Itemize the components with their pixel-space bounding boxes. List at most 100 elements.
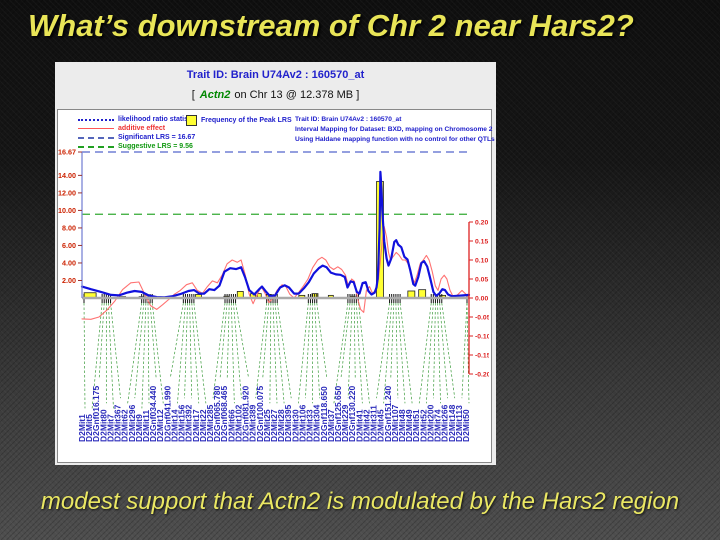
svg-text:D2Gnf081.920: D2Gnf081.920	[241, 386, 251, 442]
svg-text:0.00: 0.00	[475, 295, 488, 302]
marker-labels: D2Mit1D2Mit5D2Gnf016.175D2Mit80D2Mit7D2M…	[77, 294, 471, 442]
significant-line-swatch	[78, 136, 114, 139]
svg-text:D2Mit12: D2Mit12	[155, 409, 165, 442]
subtitle-bracket-open: [	[191, 89, 195, 101]
legend-label-significant: Significant LRS = 16.67	[118, 134, 196, 141]
svg-text:D2Mit7: D2Mit7	[105, 414, 115, 442]
svg-text:8.00: 8.00	[62, 223, 76, 232]
svg-text:D2Mit14: D2Mit14	[169, 409, 179, 442]
svg-text:D2Mit304: D2Mit304	[312, 404, 322, 442]
svg-text:0.20: 0.20	[475, 219, 488, 226]
legend-item-additive: additive effect	[78, 124, 196, 133]
svg-text:D2Mit28: D2Mit28	[276, 409, 286, 442]
svg-text:D2Mit17: D2Mit17	[191, 409, 201, 442]
gene-location-text: on Chr 13 @ 12.378 MB ]	[234, 89, 360, 101]
svg-text:6.00: 6.00	[62, 241, 76, 250]
legend-item-significant: Significant LRS = 16.67	[78, 133, 196, 142]
additive-effect-curve	[81, 226, 470, 320]
svg-text:D2Mit113: D2Mit113	[454, 405, 464, 442]
svg-text:-0.10: -0.10	[475, 333, 489, 340]
svg-text:D2Mit1: D2Mit1	[77, 414, 87, 442]
svg-text:D2Mit389: D2Mit389	[248, 404, 258, 442]
svg-text:D2Mit200: D2Mit200	[425, 404, 435, 442]
svg-text:D2Mit148: D2Mit148	[447, 404, 457, 442]
svg-text:12.00: 12.00	[58, 188, 76, 197]
additive-line-swatch	[78, 128, 114, 129]
svg-text:D2Gnf118.650: D2Gnf118.650	[319, 386, 329, 442]
svg-text:-0.05: -0.05	[475, 314, 489, 321]
svg-text:0.15: 0.15	[475, 238, 488, 245]
svg-text:D2Mit5: D2Mit5	[84, 414, 94, 442]
svg-text:D2Mit392: D2Mit392	[184, 404, 194, 442]
slide-caption: modest support that Actn2 is modulated b…	[40, 488, 680, 515]
svg-text:D2Mit51: D2Mit51	[411, 409, 421, 442]
svg-text:0.05: 0.05	[475, 276, 488, 283]
svg-text:D2Gnf065.780: D2Gnf065.780	[212, 386, 222, 442]
info-line-dataset: Interval Mapping for Dataset: BXD, mappi…	[295, 126, 493, 133]
svg-text:D2Gnf100.075: D2Gnf100.075	[255, 386, 265, 442]
svg-text:D2Mit311: D2Mit311	[369, 405, 379, 442]
svg-text:D2Mit74: D2Mit74	[433, 409, 443, 442]
gene-name: Actn2	[199, 89, 231, 101]
frequency-swatch-icon	[186, 115, 197, 126]
svg-text:D2Mit80: D2Mit80	[98, 409, 108, 442]
threshold-lines	[82, 151, 469, 215]
gene-location-subtitle: [ Actn2 on Chr 13 @ 12.378 MB ]	[55, 89, 496, 101]
mapping-info-block: Trait ID: Brain U74Av2 : 160570_at Inter…	[295, 115, 495, 145]
svg-text:D2Mit50: D2Mit50	[461, 409, 471, 442]
svg-text:D2Mit41: D2Mit41	[354, 409, 364, 442]
slide-title: What’s downstream of Chr 2 near Hars2?	[28, 8, 634, 43]
svg-text:2.00: 2.00	[62, 276, 76, 285]
svg-text:D2Mit45: D2Mit45	[376, 409, 386, 442]
svg-text:14.00: 14.00	[58, 171, 76, 180]
svg-text:D2Mit106: D2Mit106	[297, 404, 307, 442]
svg-text:D2Mit62: D2Mit62	[120, 409, 130, 442]
chart-legend: likelihood ratio statistic additive effe…	[78, 115, 196, 151]
svg-text:D2Mit285: D2Mit285	[205, 404, 215, 442]
svg-text:10.00: 10.00	[58, 206, 76, 215]
svg-text:D2Mit395: D2Mit395	[283, 404, 293, 442]
legend-label-additive: additive effect	[118, 125, 166, 132]
svg-text:D2Mit42: D2Mit42	[361, 409, 371, 442]
lrs-curve	[80, 170, 471, 299]
peak-frequency-bars	[83, 181, 446, 299]
svg-text:D2Mit102: D2Mit102	[233, 404, 243, 442]
legend-label-lrs: likelihood ratio statistic	[118, 116, 197, 123]
svg-text:16.67: 16.67	[58, 148, 76, 157]
svg-text:D2Mit52: D2Mit52	[418, 409, 428, 442]
legend-item-lrs: likelihood ratio statistic	[78, 115, 196, 124]
svg-text:D2Mit229: D2Mit229	[340, 404, 350, 442]
lrs-line-swatch	[78, 118, 114, 121]
legend-label-suggestive: Suggestive LRS = 9.56	[118, 143, 193, 150]
svg-text:D2Gnf041.990: D2Gnf041.990	[162, 386, 172, 442]
legend-item-frequency: Frequency of the Peak LRS	[186, 115, 292, 126]
svg-text:D2Mit25: D2Mit25	[262, 409, 272, 442]
svg-text:4.00: 4.00	[62, 258, 76, 267]
svg-text:D2Mit49: D2Mit49	[404, 409, 414, 442]
svg-text:D2Mit22: D2Mit22	[198, 409, 208, 442]
svg-text:D2Gnf016.175: D2Gnf016.175	[91, 386, 101, 442]
svg-text:D2Mit37: D2Mit37	[326, 409, 336, 442]
info-line-method: Using Haldane mapping function with no c…	[295, 136, 495, 143]
legend-item-suggestive: Suggestive LRS = 9.56	[78, 142, 196, 151]
interval-mapping-chart: likelihood ratio statistic additive effe…	[57, 109, 495, 463]
legend-label-frequency: Frequency of the Peak LRS	[201, 117, 292, 124]
svg-text:D2Mit367: D2Mit367	[113, 404, 123, 442]
svg-text:-0.20: -0.20	[475, 371, 489, 378]
svg-text:D2Mit66: D2Mit66	[226, 409, 236, 442]
y-axis-left: 16.67 14.00 12.00 10.00 8.00 6.00 4.00 2.00	[58, 148, 83, 298]
svg-text:D2Mit33: D2Mit33	[305, 409, 315, 442]
svg-text:D2Gnf130.220: D2Gnf130.220	[347, 386, 357, 442]
svg-text:D2Mit30: D2Mit30	[290, 409, 300, 442]
qtl-map-panel: Trait ID: Brain U74Av2 : 160570_at [Actn…	[55, 62, 496, 465]
svg-text:-0.15: -0.15	[475, 352, 489, 359]
svg-text:D2Mit48: D2Mit48	[397, 409, 407, 442]
svg-text:D2Mit27: D2Mit27	[269, 409, 279, 442]
suggestive-line-swatch	[78, 145, 114, 148]
svg-text:D2Gnf034.440: D2Gnf034.440	[148, 386, 158, 442]
qtl-chart-svg: D2Mit1D2Mit5D2Gnf016.175D2Mit80D2Mit7D2M…	[58, 148, 489, 443]
svg-text:D2Mit296: D2Mit296	[127, 404, 137, 442]
svg-text:D2Mit9: D2Mit9	[134, 414, 144, 442]
svg-text:0.10: 0.10	[475, 257, 488, 264]
